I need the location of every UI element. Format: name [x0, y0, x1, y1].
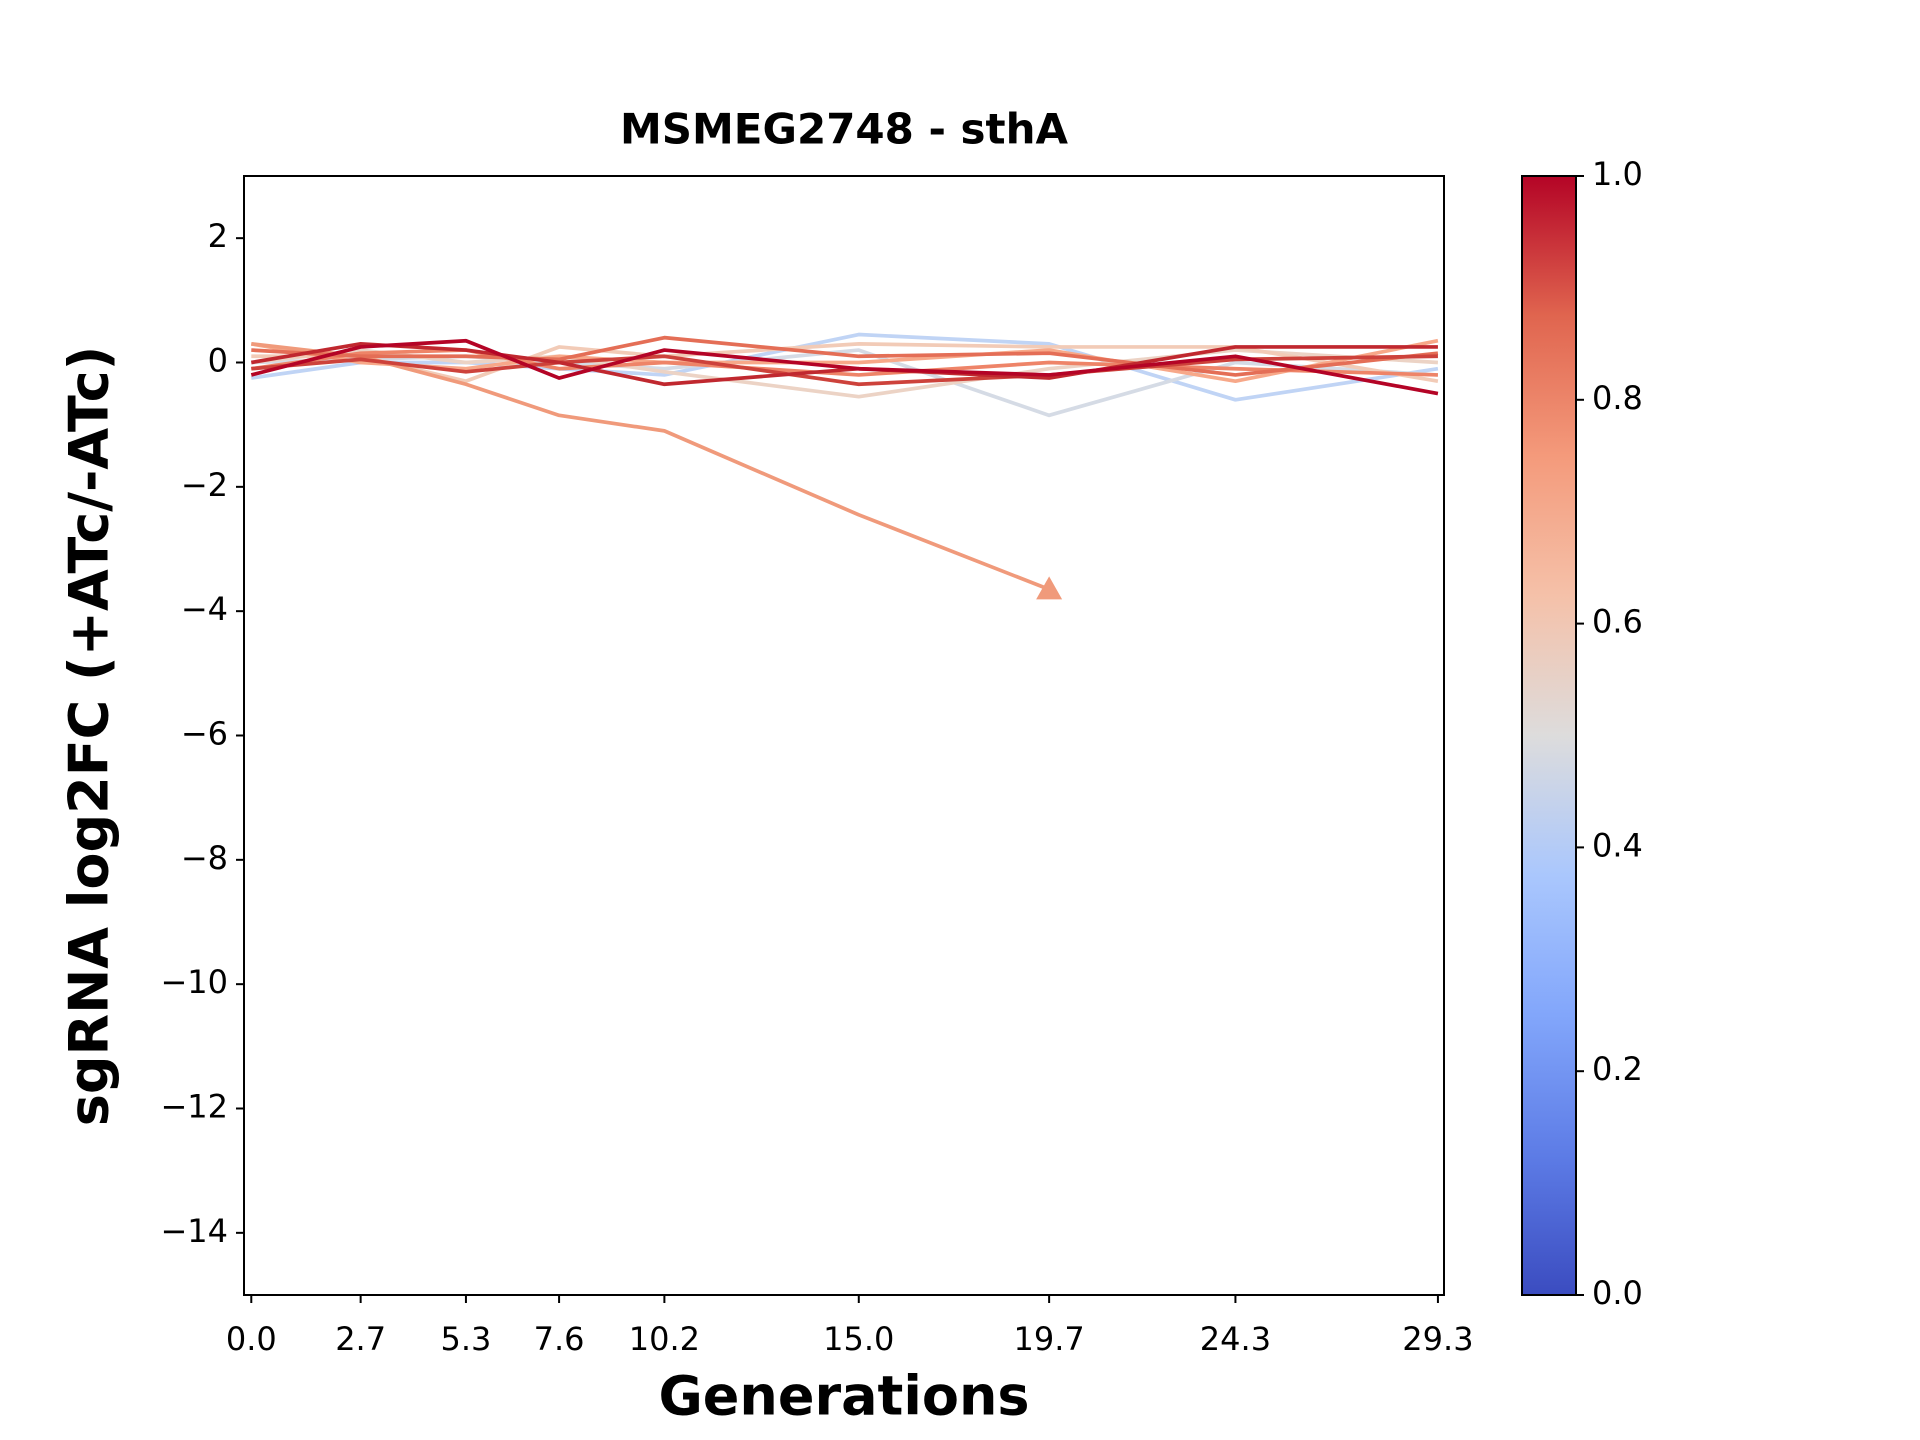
y-tick-label: −4 — [181, 590, 228, 628]
y-tick-label: −6 — [181, 715, 228, 753]
x-tick-label: 2.7 — [335, 1320, 386, 1358]
colorbar-tick-label: 0.4 — [1592, 826, 1643, 864]
end-marker — [1036, 576, 1063, 600]
plot-frame — [243, 175, 1445, 1296]
x-tick-label: 10.2 — [629, 1320, 700, 1358]
colorbar-tick-label: 0.0 — [1592, 1274, 1643, 1312]
x-tick-label: 19.7 — [1014, 1320, 1085, 1358]
y-tick-label: 2 — [208, 217, 228, 255]
colorbar-tick-label: 1.0 — [1592, 155, 1643, 193]
series-line — [251, 354, 1438, 387]
x-axis-label: Generations — [658, 1365, 1029, 1428]
colorbar-tick-label: 0.2 — [1592, 1050, 1643, 1088]
colorbar-tick-label: 0.8 — [1592, 379, 1643, 417]
series-line — [251, 335, 1439, 377]
y-tick-label: −14 — [160, 1212, 228, 1250]
chart-title: MSMEG2748 - sthA — [620, 105, 1069, 154]
y-tick-label: −2 — [181, 466, 228, 504]
y-tick-label: 0 — [208, 342, 228, 380]
x-tick-label: 7.6 — [534, 1320, 585, 1358]
x-tick-label: 0.0 — [226, 1320, 277, 1358]
x-tick-label: 29.3 — [1402, 1320, 1473, 1358]
colorbar-tick-label: 0.6 — [1592, 603, 1643, 641]
x-tick-label: 15.0 — [823, 1320, 894, 1358]
colorbar — [1521, 175, 1577, 1296]
y-axis-label: sgRNA log2FC (+ATc/-ATc) — [58, 346, 121, 1127]
y-tick-label: −12 — [160, 1088, 228, 1126]
y-tick-label: −10 — [160, 963, 228, 1001]
x-tick-label: 24.3 — [1200, 1320, 1271, 1358]
series-line — [250, 338, 1439, 396]
y-tick-label: −8 — [181, 839, 228, 877]
series-line — [251, 348, 1439, 418]
x-tick-label: 5.3 — [440, 1320, 491, 1358]
